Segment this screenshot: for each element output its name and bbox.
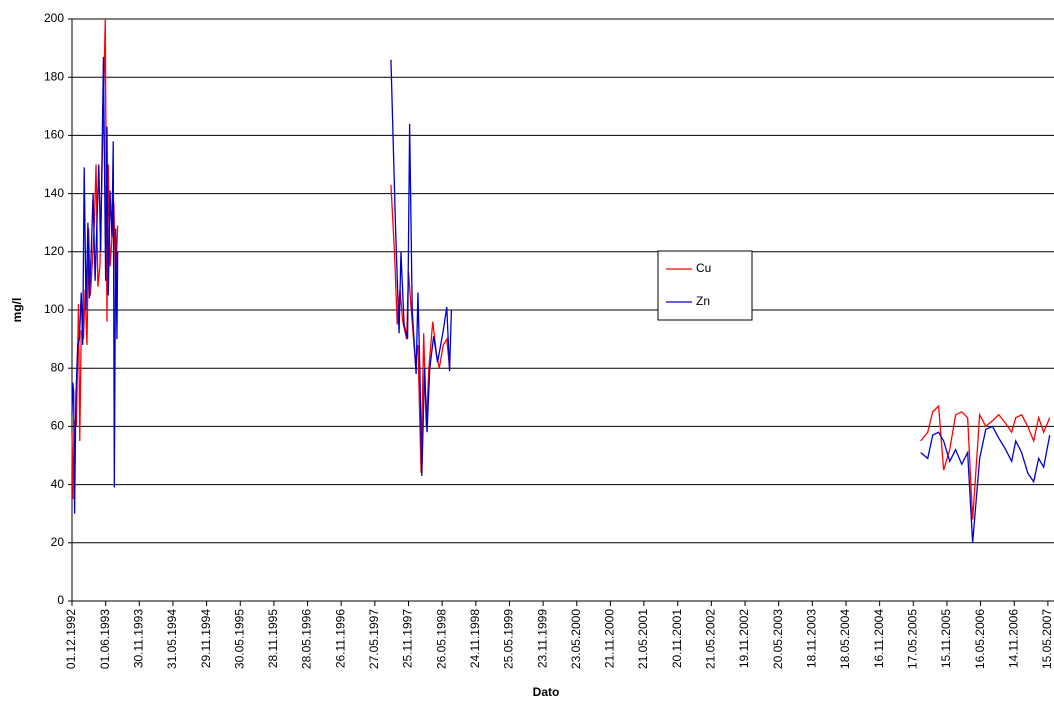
x-tick-label: 24.11.1998 [468,609,482,668]
y-axis-title: mg/l [10,298,24,323]
x-tick-label: 16.05.2006 [973,609,987,669]
x-tick-label: 21.05.2002 [704,609,718,669]
x-tick-label: 15.05.2007 [1040,609,1054,669]
y-tick-label: 40 [51,477,65,491]
x-tick-label: 27.05.1997 [367,609,381,669]
x-tick-label: 25.11.1997 [401,609,415,668]
x-tick-label: 20.05.2003 [771,609,785,669]
x-tick-label: 23.05.2000 [569,609,583,669]
x-axis-title: Dato [533,685,560,699]
x-tick-label: 30.05.1995 [232,609,246,669]
x-tick-label: 29.11.1994 [199,609,213,668]
y-tick-label: 20 [51,535,65,549]
x-tick-label: 25.05.1999 [502,609,516,669]
x-tick-label: 21.11.2000 [603,609,617,668]
x-tick-label: 23.11.1999 [535,609,549,668]
legend-label: Cu [696,261,711,275]
y-tick-label: 60 [51,419,65,433]
x-tick-label: 30.11.1993 [131,609,145,668]
x-tick-label: 20.11.2001 [670,609,684,668]
x-tick-label: 14.11.2006 [1006,609,1020,668]
y-tick-label: 160 [44,128,64,142]
x-tick-label: 28.11.1995 [266,609,280,668]
x-tick-label: 01.06.1993 [98,609,112,669]
x-tick-label: 28.05.1996 [300,609,314,669]
x-tick-label: 21.05.2001 [636,609,650,669]
x-tick-label: 19.11.2002 [737,609,751,668]
x-tick-label: 26.11.1996 [333,609,347,668]
legend-label: Zn [696,294,710,308]
x-tick-label: 01.12.1992 [64,609,78,669]
y-tick-label: 100 [44,302,64,316]
y-tick-label: 80 [51,360,65,374]
legend-box [657,250,753,321]
y-tick-label: 140 [44,186,64,200]
x-tick-label: 26.05.1998 [434,609,448,669]
y-tick-label: 180 [44,69,64,83]
y-tick-label: 120 [44,244,64,258]
x-tick-label: 16.11.2004 [872,609,886,668]
series-line [71,56,1051,543]
y-tick-label: 0 [57,593,64,607]
x-tick-label: 31.05.1994 [165,609,179,669]
x-tick-label: 15.11.2005 [939,609,953,668]
x-tick-label: 18.11.2003 [805,609,819,668]
x-tick-label: 18.05.2004 [838,609,852,669]
y-tick-label: 200 [44,11,64,25]
x-tick-label: 17.05.2005 [905,609,919,669]
series-line [71,18,1051,520]
